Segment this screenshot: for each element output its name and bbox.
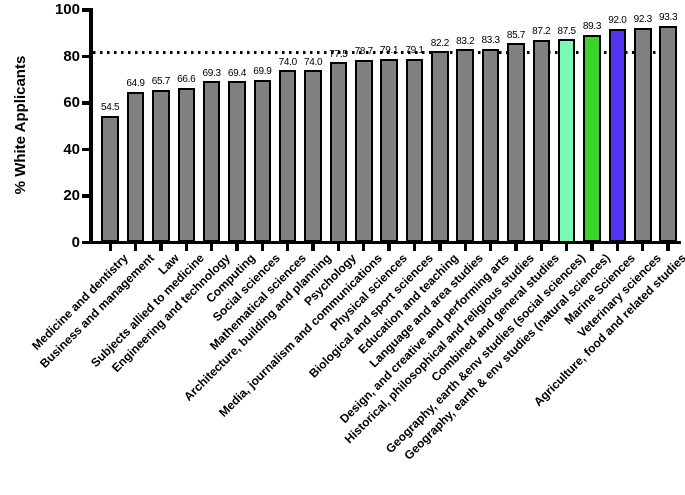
- x-tick: [514, 244, 518, 252]
- x-tick: [311, 244, 315, 252]
- x-tick: [666, 244, 670, 252]
- x-tick: [184, 244, 188, 252]
- bar: [583, 34, 601, 243]
- bar: [634, 27, 652, 243]
- bar-value-label: 83.2: [456, 35, 475, 47]
- y-tick-label: 0: [71, 233, 80, 251]
- x-tick: [260, 244, 265, 252]
- x-tick: [590, 244, 594, 252]
- x-tick: [362, 244, 366, 252]
- x-tick: [159, 244, 163, 252]
- bar: [278, 70, 297, 243]
- bar: [532, 39, 551, 243]
- y-tick: [82, 101, 90, 105]
- bar-value-label: 92.0: [608, 15, 627, 27]
- bar: [202, 81, 221, 243]
- x-tick: [412, 244, 417, 252]
- x-tick: [488, 244, 493, 252]
- y-tick: [82, 8, 90, 12]
- bar: [431, 51, 449, 243]
- bar-value-label: 92.3: [633, 14, 653, 26]
- bar-value-label: 66.6: [177, 74, 196, 86]
- bar: [126, 91, 145, 243]
- bar: [355, 59, 373, 243]
- bar-value-label: 65.7: [151, 76, 171, 88]
- bar: [507, 43, 525, 243]
- bar-value-label: 93.3: [658, 12, 678, 24]
- x-tick: [235, 244, 239, 252]
- x-tick: [336, 244, 341, 252]
- x-tick: [286, 244, 290, 252]
- y-tick: [82, 147, 90, 152]
- bar-value-label: 69.9: [253, 66, 272, 78]
- y-tick-label: 80: [63, 47, 80, 65]
- y-axis-line: [89, 8, 93, 245]
- bar-value-label: 74.0: [303, 56, 323, 68]
- bar-value-label: 64.9: [126, 78, 145, 90]
- y-tick-label: 60: [63, 94, 80, 111]
- bar: [228, 81, 246, 243]
- x-tick: [641, 244, 645, 252]
- bar: [456, 49, 474, 243]
- bar-value-label: 89.3: [582, 21, 602, 33]
- x-tick: [463, 244, 467, 252]
- bar: [152, 89, 170, 243]
- x-tick: [387, 244, 391, 252]
- bar-value-label: 79.1: [380, 45, 399, 57]
- x-tick: [133, 244, 138, 252]
- bar-value-label: 82.2: [430, 37, 450, 49]
- bar-value-label: 83.3: [481, 35, 500, 47]
- bar-value-label: 74.0: [278, 56, 298, 68]
- x-axis-line: [89, 240, 681, 245]
- bar: [557, 39, 576, 243]
- bar-value-label: 78.7: [354, 46, 374, 58]
- bar: [659, 25, 677, 243]
- bar-value-label: 87.5: [557, 25, 577, 37]
- bar: [177, 87, 196, 243]
- bar-value-label: 77.5: [329, 48, 348, 60]
- bar: [608, 28, 627, 243]
- bar: [253, 79, 272, 243]
- x-tick: [539, 244, 543, 252]
- x-tick: [108, 244, 112, 252]
- bar: [405, 58, 424, 243]
- bar: [380, 58, 398, 243]
- bar-value-label: 87.2: [532, 26, 551, 38]
- x-tick: [438, 244, 442, 252]
- bar-value-label: 79.1: [405, 45, 424, 57]
- bar-value-label: 54.5: [101, 102, 120, 114]
- y-tick-label: 100: [54, 1, 80, 18]
- y-tick: [82, 54, 90, 59]
- y-tick: [82, 194, 90, 198]
- y-tick: [82, 240, 90, 245]
- x-tick: [209, 244, 214, 252]
- x-tick: [564, 244, 569, 252]
- bar-value-label: 85.7: [506, 29, 526, 41]
- reference-line: [92, 51, 681, 54]
- y-tick-label: 40: [63, 140, 80, 158]
- bar: [304, 70, 322, 243]
- bar-value-label: 69.4: [227, 67, 247, 79]
- bar-value-label: 69.3: [202, 67, 221, 79]
- bar: [481, 48, 500, 243]
- x-tick: [615, 244, 620, 252]
- y-tick-label: 20: [63, 187, 80, 204]
- bar: [329, 62, 348, 243]
- bar: [101, 115, 119, 243]
